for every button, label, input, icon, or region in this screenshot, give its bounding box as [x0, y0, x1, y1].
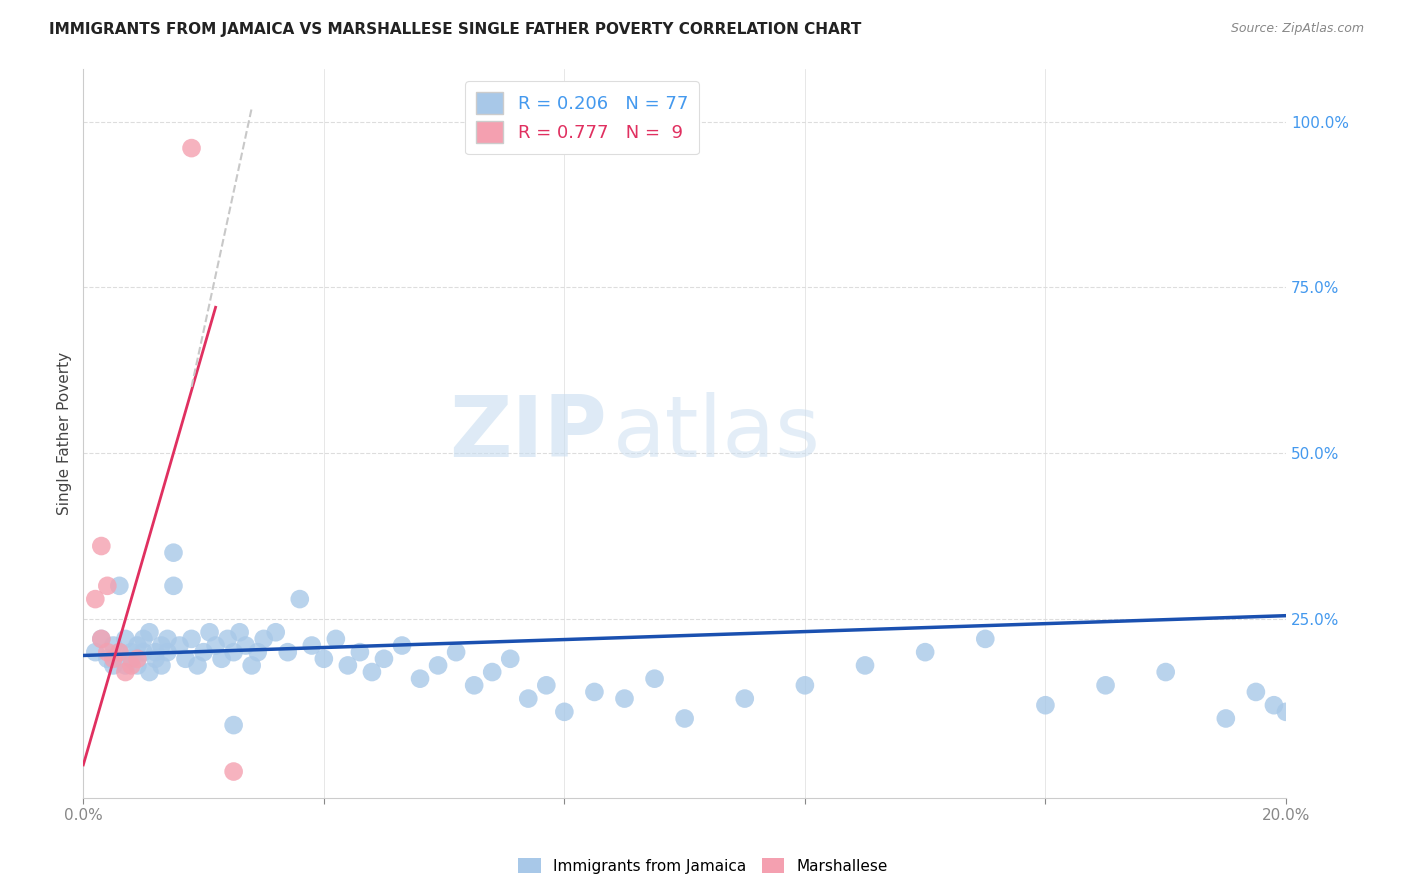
Point — [734, 691, 756, 706]
Point — [222, 718, 245, 732]
Point — [204, 639, 226, 653]
Point — [536, 678, 558, 692]
Point — [277, 645, 299, 659]
Text: atlas: atlas — [613, 392, 821, 475]
Point — [127, 652, 149, 666]
Point — [156, 645, 179, 659]
Point — [120, 652, 142, 666]
Point — [391, 639, 413, 653]
Point — [96, 579, 118, 593]
Point — [288, 592, 311, 607]
Point — [84, 592, 107, 607]
Point — [1035, 698, 1057, 713]
Point — [120, 658, 142, 673]
Point — [132, 632, 155, 646]
Point — [361, 665, 384, 679]
Y-axis label: Single Father Poverty: Single Father Poverty — [58, 351, 72, 515]
Point — [127, 658, 149, 673]
Point — [138, 625, 160, 640]
Point — [145, 652, 167, 666]
Point — [222, 645, 245, 659]
Point — [228, 625, 250, 640]
Point — [211, 652, 233, 666]
Point — [193, 645, 215, 659]
Point — [96, 652, 118, 666]
Point — [349, 645, 371, 659]
Point — [103, 658, 125, 673]
Point — [240, 658, 263, 673]
Point — [162, 579, 184, 593]
Point — [108, 645, 131, 659]
Point — [156, 632, 179, 646]
Point — [553, 705, 575, 719]
Point — [246, 645, 269, 659]
Point — [114, 658, 136, 673]
Point — [132, 645, 155, 659]
Point — [336, 658, 359, 673]
Text: ZIP: ZIP — [449, 392, 606, 475]
Point — [409, 672, 432, 686]
Point — [84, 645, 107, 659]
Point — [127, 639, 149, 653]
Point — [301, 639, 323, 653]
Point — [120, 645, 142, 659]
Point — [138, 665, 160, 679]
Point — [1275, 705, 1298, 719]
Point — [222, 764, 245, 779]
Point — [108, 645, 131, 659]
Point — [325, 632, 347, 646]
Point — [517, 691, 540, 706]
Point — [312, 652, 335, 666]
Point — [264, 625, 287, 640]
Point — [103, 639, 125, 653]
Point — [96, 645, 118, 659]
Point — [108, 579, 131, 593]
Point — [793, 678, 815, 692]
Point — [1154, 665, 1177, 679]
Point — [145, 645, 167, 659]
Point — [103, 652, 125, 666]
Point — [444, 645, 467, 659]
Point — [217, 632, 239, 646]
Point — [499, 652, 522, 666]
Point — [114, 665, 136, 679]
Point — [1244, 685, 1267, 699]
Point — [114, 632, 136, 646]
Point — [613, 691, 636, 706]
Point — [673, 711, 696, 725]
Point — [90, 632, 112, 646]
Point — [583, 685, 606, 699]
Point — [914, 645, 936, 659]
Point — [1215, 711, 1237, 725]
Point — [150, 658, 173, 673]
Point — [1263, 698, 1285, 713]
Point — [235, 639, 257, 653]
Point — [162, 546, 184, 560]
Point — [463, 678, 485, 692]
Point — [373, 652, 395, 666]
Point — [974, 632, 997, 646]
Point — [427, 658, 450, 673]
Point — [174, 652, 197, 666]
Point — [198, 625, 221, 640]
Point — [150, 639, 173, 653]
Point — [169, 639, 191, 653]
Point — [1094, 678, 1116, 692]
Text: IMMIGRANTS FROM JAMAICA VS MARSHALLESE SINGLE FATHER POVERTY CORRELATION CHART: IMMIGRANTS FROM JAMAICA VS MARSHALLESE S… — [49, 22, 862, 37]
Legend: R = 0.206   N = 77, R = 0.777   N =  9: R = 0.206 N = 77, R = 0.777 N = 9 — [465, 81, 699, 154]
Point — [481, 665, 503, 679]
Point — [253, 632, 276, 646]
Point — [187, 658, 209, 673]
Point — [644, 672, 666, 686]
Text: Source: ZipAtlas.com: Source: ZipAtlas.com — [1230, 22, 1364, 36]
Point — [180, 632, 202, 646]
Point — [90, 632, 112, 646]
Point — [90, 539, 112, 553]
Legend: Immigrants from Jamaica, Marshallese: Immigrants from Jamaica, Marshallese — [512, 852, 894, 880]
Point — [180, 141, 202, 155]
Point — [853, 658, 876, 673]
